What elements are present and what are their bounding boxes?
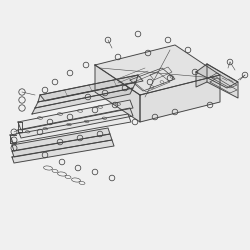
Polygon shape (196, 64, 207, 87)
Polygon shape (32, 88, 133, 114)
Polygon shape (140, 75, 220, 122)
Polygon shape (12, 140, 114, 163)
Polygon shape (12, 134, 112, 157)
Polygon shape (12, 128, 110, 151)
Polygon shape (40, 75, 143, 101)
Polygon shape (95, 65, 140, 122)
Polygon shape (196, 64, 238, 88)
Polygon shape (38, 75, 138, 102)
Polygon shape (18, 100, 133, 130)
Polygon shape (207, 64, 238, 98)
Polygon shape (35, 82, 136, 108)
Polygon shape (10, 114, 131, 143)
Polygon shape (18, 108, 133, 138)
Polygon shape (95, 45, 220, 95)
